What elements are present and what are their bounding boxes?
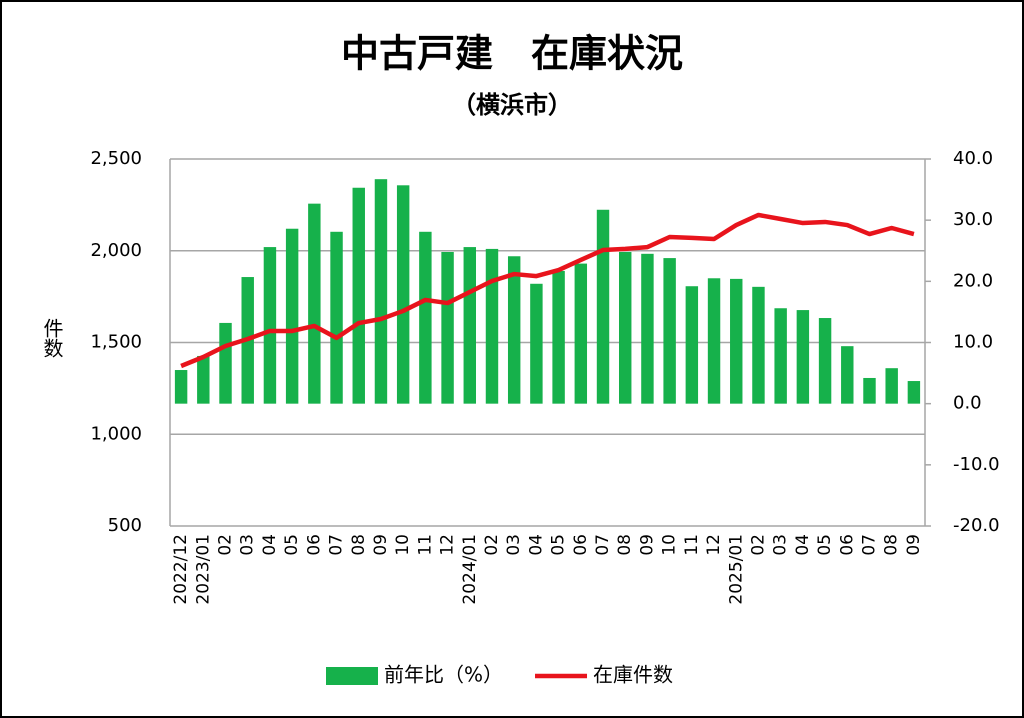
- bar: [752, 286, 765, 404]
- bar: [663, 258, 676, 404]
- bar: [463, 247, 476, 404]
- bar: [596, 209, 610, 404]
- x-tick-label: 07: [327, 534, 347, 556]
- bar: [219, 322, 232, 404]
- x-tick-label: 06: [837, 534, 857, 556]
- bar: [707, 278, 721, 404]
- x-tick-label: 09: [637, 534, 657, 556]
- y2-tick-label: -20.0: [953, 515, 1000, 536]
- bar: [174, 370, 188, 404]
- y-tick-label: 500: [108, 515, 142, 536]
- bar: [641, 253, 654, 404]
- x-tick-label: 10: [660, 534, 680, 556]
- x-tick-label: 09: [371, 534, 391, 556]
- x-tick-label: 06: [304, 534, 324, 556]
- chart-title: 中古戸建 在庫状況: [341, 32, 683, 76]
- y-tick-label: 1,500: [90, 332, 142, 353]
- x-tick-label: 04: [793, 534, 813, 556]
- bar: [419, 231, 432, 404]
- x-tick-label: 11: [415, 534, 435, 556]
- x-tick-label: 08: [349, 534, 369, 556]
- x-tick-label: 05: [815, 534, 835, 556]
- bar: [530, 283, 543, 404]
- x-tick-label: 2025/01: [726, 534, 746, 605]
- y2-tick-label: -10.0: [953, 454, 1000, 475]
- x-tick-label: 03: [771, 534, 791, 556]
- x-tick-label: 04: [526, 534, 546, 556]
- x-tick-label: 2022/12: [171, 534, 191, 605]
- legend-swatch: [326, 667, 378, 685]
- bar: [774, 308, 787, 404]
- bar: [352, 187, 365, 404]
- bar: [485, 248, 499, 404]
- chart-subtitle: （横浜市）: [452, 91, 572, 119]
- y-axis-label: 件数: [40, 318, 64, 358]
- x-tick-label: 04: [260, 534, 280, 556]
- bar: [308, 203, 321, 404]
- bar: [818, 318, 832, 404]
- x-tick-label: 11: [682, 534, 702, 556]
- bar: [730, 278, 743, 404]
- bar: [885, 368, 898, 404]
- x-tick-label: 03: [504, 534, 524, 556]
- x-tick-label: 09: [904, 534, 924, 556]
- bar: [619, 251, 632, 404]
- x-tick-label: 05: [549, 534, 569, 556]
- y-tick-label: 1,000: [90, 423, 142, 444]
- bar: [841, 346, 854, 404]
- y2-tick-label: 40.0: [953, 148, 993, 169]
- x-tick-label: 10: [393, 534, 413, 556]
- bar: [441, 251, 454, 404]
- x-tick-label: 03: [238, 534, 258, 556]
- bar: [285, 228, 299, 404]
- bar: [197, 355, 210, 404]
- y2-tick-label: 20.0: [953, 270, 993, 291]
- bar: [574, 263, 588, 404]
- bar: [796, 310, 810, 404]
- bar: [396, 185, 410, 404]
- x-tick-label: 02: [748, 534, 768, 556]
- bar: [374, 179, 388, 404]
- legend-label: 在庫件数: [593, 663, 673, 687]
- bar: [330, 231, 343, 404]
- x-tick-label: 12: [438, 534, 458, 556]
- bar: [552, 270, 565, 404]
- bar: [863, 377, 876, 404]
- y-tick-label: 2,000: [90, 240, 142, 261]
- line: [180, 212, 915, 369]
- bar: [263, 247, 277, 404]
- x-tick-label: 07: [593, 534, 613, 556]
- x-tick-label: 08: [615, 534, 635, 556]
- x-tick-label: 05: [282, 534, 302, 556]
- legend-label: 前年比（%）: [384, 663, 503, 687]
- y2-tick-label: 10.0: [953, 332, 993, 353]
- x-tick-label: 2024/01: [460, 534, 480, 605]
- y-tick-label: 2,500: [90, 148, 142, 169]
- y2-tick-label: 30.0: [953, 209, 993, 230]
- x-tick-label: 08: [882, 534, 902, 556]
- bar: [507, 256, 521, 404]
- y2-tick-label: 0.0: [953, 393, 982, 414]
- x-tick-label: 07: [859, 534, 879, 556]
- bar: [685, 286, 699, 404]
- bar: [907, 381, 921, 404]
- x-tick-label: 2023/01: [193, 534, 213, 605]
- x-tick-label: 12: [704, 534, 724, 556]
- x-tick-label: 02: [216, 534, 236, 556]
- x-tick-label: 06: [571, 534, 591, 556]
- x-tick-label: 02: [482, 534, 502, 556]
